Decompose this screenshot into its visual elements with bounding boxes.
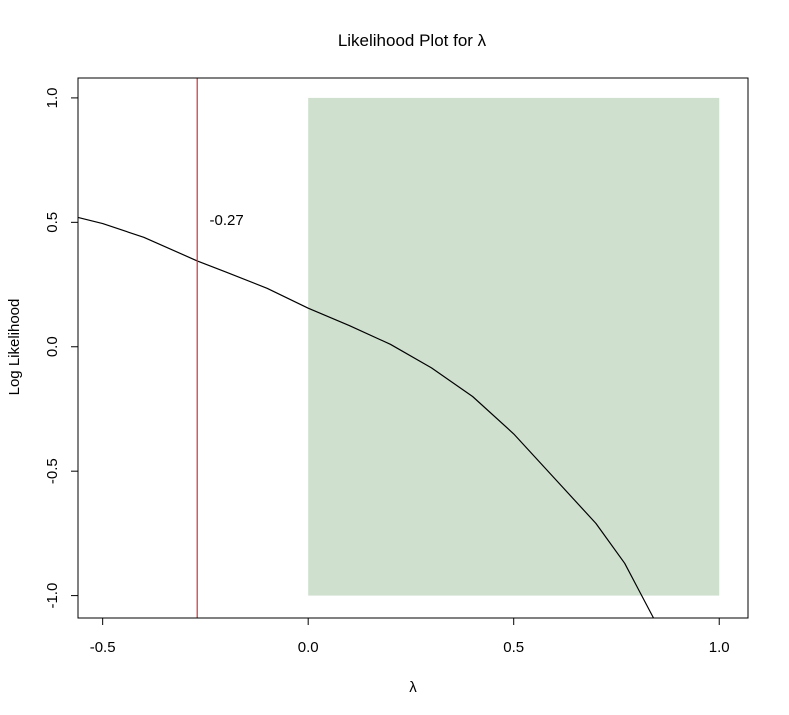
- likelihood-curve: [77, 216, 655, 619]
- chart-title: Likelihood Plot for λ: [338, 31, 487, 50]
- x-tick-label: 1.0: [709, 639, 730, 656]
- x-tick-label: 0.0: [298, 639, 319, 656]
- x-axis-label: λ: [409, 679, 417, 696]
- vline-value-annotation: -0.27: [210, 212, 244, 229]
- x-tick-label: -0.5: [90, 639, 116, 656]
- y-tick-label: 1.0: [44, 87, 61, 108]
- y-tick-label: 0.5: [44, 212, 61, 233]
- y-axis-label: Log Likelihood: [6, 299, 23, 396]
- y-tick-label: -0.5: [44, 458, 61, 484]
- shaded-region: [308, 97, 720, 596]
- x-tick-label: 0.5: [503, 639, 524, 656]
- y-tick-label: -1.0: [44, 583, 61, 609]
- y-tick-label: 0.0: [44, 336, 61, 357]
